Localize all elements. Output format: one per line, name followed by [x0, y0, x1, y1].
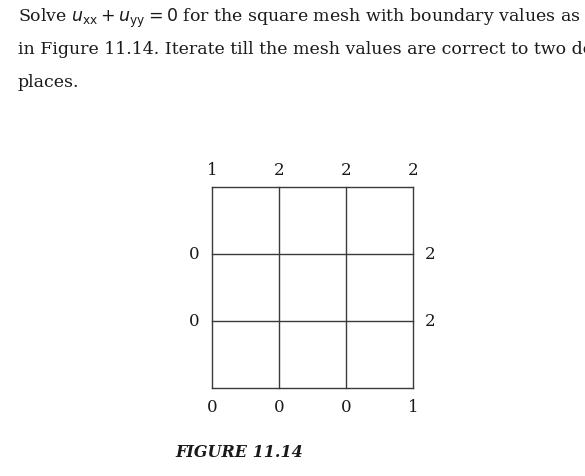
Text: 2: 2 — [274, 161, 284, 178]
Text: Solve $u_{\mathrm{xx}}+u_{\mathrm{yy}}=0$ for the square mesh with boundary valu: Solve $u_{\mathrm{xx}}+u_{\mathrm{yy}}=0… — [18, 7, 585, 30]
Text: 0: 0 — [190, 313, 200, 329]
Text: 2: 2 — [425, 313, 436, 329]
Text: 2: 2 — [408, 161, 418, 178]
Text: places.: places. — [18, 74, 79, 91]
Text: 0: 0 — [340, 398, 352, 415]
Text: 1: 1 — [207, 161, 217, 178]
Text: in Figure 11.14. Iterate till the mesh values are correct to two decimal: in Figure 11.14. Iterate till the mesh v… — [18, 40, 585, 58]
Text: 0: 0 — [190, 246, 200, 263]
Text: 0: 0 — [274, 398, 284, 415]
Text: 2: 2 — [425, 246, 436, 263]
Text: 0: 0 — [207, 398, 217, 415]
Text: 2: 2 — [340, 161, 352, 178]
Text: 1: 1 — [408, 398, 418, 415]
Text: FIGURE 11.14: FIGURE 11.14 — [176, 443, 303, 460]
